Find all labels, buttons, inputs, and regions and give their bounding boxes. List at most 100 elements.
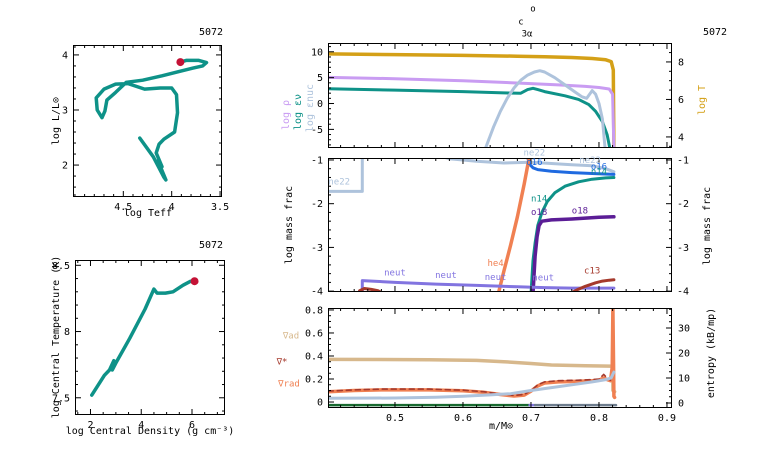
curve-label-neut: neut <box>435 271 457 281</box>
tick-label: 0 <box>317 99 323 110</box>
grad-star-label: ∇* <box>276 357 288 368</box>
curve-label-c13: c13 <box>584 267 600 277</box>
tick-label: 0.7 <box>522 413 540 424</box>
tick-label: 7.5 <box>52 393 70 404</box>
curve-label-ne22: ne22 <box>579 156 601 166</box>
burn-marker-c: c <box>518 17 524 28</box>
tick-label: 0.2 <box>305 375 323 386</box>
series-group <box>328 158 616 292</box>
tick-label: 6 <box>678 95 684 106</box>
burn-marker-o: o <box>530 4 536 15</box>
tick-label: 3 <box>62 105 68 116</box>
hr-y-axis-label: log L/L⊙ <box>51 96 62 146</box>
current-model-marker <box>176 58 185 67</box>
hr-diagram-panel: 4.5 4 3.5 2 3 4 <box>62 45 229 213</box>
profile-abundance-panel: -4 -4 -3 -3 -2 -2 -1 -1 ne22 ne22 ne22 o16 o16 n14 n14… <box>311 149 689 298</box>
tick-label: 4.5 <box>114 202 132 213</box>
series-group <box>328 52 616 148</box>
series-neut <box>360 279 616 292</box>
tick-label: 20 <box>678 349 690 360</box>
series-o16 <box>526 158 616 176</box>
mass-frac-right-axis-label: log mass frac <box>702 186 713 266</box>
series-log-T <box>328 52 616 148</box>
grad-ad-label: ∇ad <box>282 331 300 342</box>
ptop-svg: -5 0 5 10 8 6 4 <box>311 43 684 148</box>
tick-label: -1 <box>311 155 323 166</box>
hr-model-number: 5072 <box>198 27 224 38</box>
tick-label: 5 <box>317 73 323 84</box>
tick-label: 8.5 <box>52 261 70 272</box>
curve-label-o18: o18 <box>572 206 588 216</box>
tick-label: 0.9 <box>658 413 676 424</box>
tick-label: 10 <box>678 374 690 385</box>
curve-label-o16: o16 <box>591 163 607 173</box>
curve-label-he4: he4 <box>487 259 503 269</box>
curve-label-neut: neut <box>485 273 507 283</box>
tick-label: 0.5 <box>386 413 404 424</box>
series-log-eps-nu <box>328 86 612 148</box>
grad-rad-label: ∇rad <box>278 379 300 390</box>
tick-label: -2 <box>677 199 689 210</box>
series-o18 <box>531 215 616 292</box>
series-entropy <box>328 370 616 400</box>
tick-label: 6 <box>189 420 195 431</box>
tick-label: 0.6 <box>454 413 472 424</box>
hr-svg: 4.5 4 3.5 2 3 4 <box>62 45 229 213</box>
curve-label-n14: n14 <box>591 167 607 177</box>
curve-label-o16: o16 <box>526 158 542 168</box>
series-he4 <box>496 158 532 292</box>
tick-label: 30 <box>678 324 690 335</box>
series-group <box>328 308 618 407</box>
curve-label-ne22: ne22 <box>328 177 350 187</box>
plot-frame <box>328 308 672 408</box>
curve-label-ne22: ne22 <box>524 149 546 159</box>
tick-label: -5 <box>311 125 323 136</box>
plot-frame <box>328 158 672 292</box>
curve-label-neut: neut <box>532 274 554 284</box>
tick-label: 0.4 <box>305 351 323 362</box>
mass-frac-left-axis-label: log mass frac <box>284 185 295 265</box>
curve-label-neut: neut <box>384 268 406 278</box>
central-trho-panel: 2 4 6 7.5 8 8.5 <box>52 260 225 431</box>
tick-label: -4 <box>677 287 689 298</box>
series-grad-star <box>328 373 612 397</box>
profile-structure-panel: -5 0 5 10 8 6 4 <box>311 43 684 148</box>
plot-frame <box>75 260 225 415</box>
tick-label: 4 <box>138 420 144 431</box>
tick-label: 4 <box>169 202 175 213</box>
series-tc-rhoc-track <box>90 279 197 397</box>
series-log-eps-nuc <box>483 69 607 148</box>
trho-model-number: 5072 <box>198 240 224 251</box>
curve-label-n14: n14 <box>531 195 547 205</box>
profile-model-number: 5072 <box>702 27 728 38</box>
tick-label: -3 <box>311 243 323 254</box>
tick-label: -1 <box>677 155 689 166</box>
trho-y-axis-label: log Central Temperature (K) <box>51 255 62 419</box>
series-log-rho <box>328 75 616 148</box>
trho-svg: 2 4 6 7.5 8 8.5 <box>52 260 225 431</box>
tick-label: -3 <box>677 243 689 254</box>
tick-label: -4 <box>311 287 323 298</box>
log-eps-nu-axis-label: log εν <box>293 93 304 131</box>
trho-x-axis-label: log Central Density (g cm⁻³) <box>65 426 235 437</box>
profile-x-axis-label: m/M⊙ <box>488 421 514 432</box>
series-evolution-track <box>94 58 209 182</box>
hr-x-axis-label: log Teff <box>123 208 173 219</box>
current-model-marker <box>190 277 199 286</box>
tick-label: 0.6 <box>305 328 323 339</box>
log-eps-nuc-axis-label: log εnuc <box>305 83 316 133</box>
log-rho-axis-label: log ρ <box>281 99 292 131</box>
log-T-axis-label: log T <box>697 84 708 116</box>
tick-label: 2 <box>62 161 68 172</box>
tick-label: 8 <box>64 327 70 338</box>
tick-label: 0.8 <box>590 413 608 424</box>
entropy-axis-label: entropy (kB/mp) <box>706 307 717 399</box>
tick-label: 2 <box>87 420 93 431</box>
tick-label: 0.8 <box>305 305 323 316</box>
tick-label: -2 <box>311 199 323 210</box>
series-grad-ad <box>328 357 617 394</box>
tick-label: 4 <box>62 50 68 61</box>
series-c13 <box>569 278 616 292</box>
